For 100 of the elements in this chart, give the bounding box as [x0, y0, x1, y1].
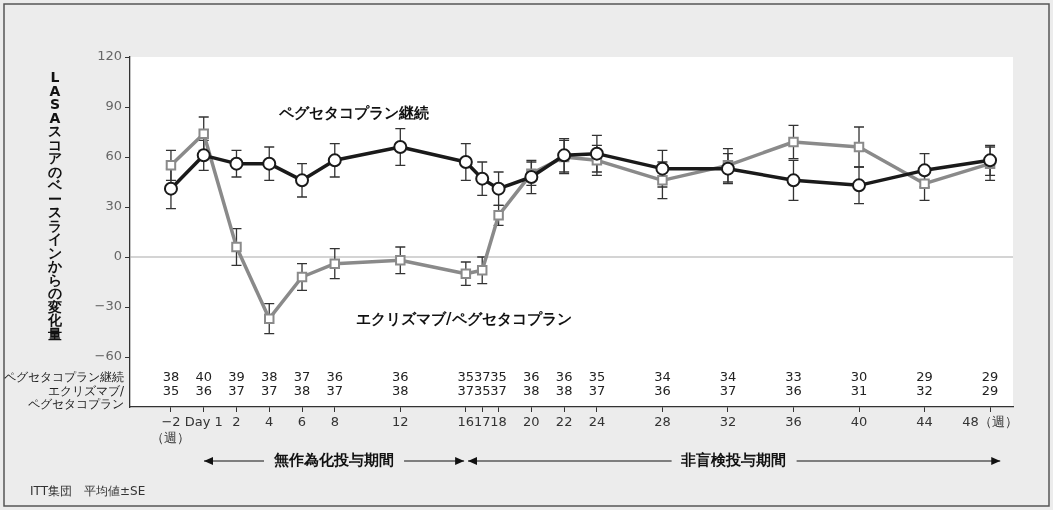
point — [458, 155, 473, 169]
x-tick-label: 20 — [523, 414, 540, 430]
point — [229, 156, 244, 171]
annotation: 37 — [588, 383, 606, 399]
point — [296, 271, 308, 283]
point — [460, 268, 472, 279]
point — [788, 136, 799, 148]
y-tick-label: 90 — [105, 98, 122, 114]
annotation: 31 — [850, 383, 868, 399]
x-tick-label: 36 — [785, 414, 802, 430]
x-tick-label: 6 — [297, 414, 307, 430]
x-tick-label: 28 — [654, 414, 671, 430]
annotation: 36 — [654, 383, 671, 399]
text: ペグセタコプラン継続 — [4, 370, 124, 385]
annotation: 38 — [293, 383, 311, 399]
point — [196, 148, 211, 163]
annotation: 37 — [260, 383, 278, 399]
annotation: 35 — [162, 383, 180, 399]
point — [983, 153, 998, 168]
point — [853, 141, 865, 153]
annotation: 36 — [785, 383, 802, 399]
x-tick-label: 16 — [457, 414, 475, 430]
point — [786, 173, 801, 188]
x-tick-label: 4 — [265, 414, 274, 430]
annotation: 34 — [719, 369, 737, 385]
point — [163, 181, 178, 196]
point — [657, 175, 668, 186]
x-tick-label: 17 — [473, 414, 491, 430]
annotation: 35 — [588, 369, 606, 385]
text: エクリズマブ/ ペグセタコプラン — [28, 384, 125, 412]
point — [393, 140, 408, 154]
y-tick-label: 0 — [113, 248, 122, 264]
annotation: 36 — [392, 369, 409, 385]
annotation: 37 — [490, 383, 507, 399]
point — [231, 241, 242, 253]
annotation: 35 — [473, 383, 491, 399]
point — [720, 161, 735, 176]
annotation: 37 — [228, 383, 245, 399]
text: LASAスコアのベースラインからの変化量 — [48, 69, 62, 342]
annotation: 32 — [916, 383, 933, 399]
annotation: 36 — [555, 369, 573, 385]
annotation: 30 — [850, 369, 868, 385]
annotation: 37 — [326, 383, 344, 399]
annotation: 29 — [981, 383, 999, 399]
text: 非盲検投与期間 — [680, 450, 787, 469]
x-tick-label: 18 — [490, 414, 507, 430]
x-tick-label: 22 — [555, 414, 573, 430]
point — [475, 171, 490, 186]
point — [589, 146, 604, 161]
point — [919, 178, 930, 189]
x-tick-label: 8 — [330, 414, 339, 430]
x-tick-label: 2 — [232, 414, 241, 430]
y-tick-label: −60 — [94, 348, 122, 364]
y-tick-label: 30 — [105, 198, 122, 214]
point — [917, 163, 932, 178]
annotation: 36 — [195, 383, 212, 399]
annotation: 39 — [228, 369, 245, 385]
y-tick-label: 120 — [97, 48, 122, 64]
annotation: 29 — [916, 369, 933, 385]
annotation: 35 — [490, 369, 507, 385]
point — [655, 161, 670, 176]
annotation: 34 — [654, 369, 671, 385]
point — [329, 258, 341, 269]
point — [476, 265, 488, 276]
x-tick-label: 44 — [916, 414, 933, 430]
point — [395, 255, 406, 266]
annotation: 37 — [719, 383, 737, 399]
x-tick-label: 32 — [719, 414, 737, 430]
annotation: 36 — [523, 369, 540, 385]
point — [295, 173, 310, 188]
text: ITT集団 平均値±SE — [30, 484, 146, 499]
annotation: 37 — [457, 383, 475, 399]
point — [493, 210, 504, 221]
annotation: 40 — [195, 369, 212, 385]
annotation: 36 — [326, 369, 344, 385]
annotation: 35 — [457, 369, 475, 385]
text: 無作為化投与期間 — [272, 450, 394, 469]
point — [524, 170, 539, 184]
annotation: 29 — [981, 369, 999, 385]
point — [264, 313, 275, 324]
annotation: 38 — [392, 383, 409, 399]
x-tick-label: 40 — [850, 414, 868, 430]
point — [491, 181, 506, 196]
y-tick-label: −30 — [94, 298, 122, 314]
y-tick-label: 60 — [105, 148, 122, 164]
x-tick-label: 24 — [588, 414, 606, 430]
text: エクリズマブ/ペグセタコプラン — [356, 310, 572, 329]
annotation: 38 — [260, 369, 278, 385]
annotation: 37 — [293, 369, 311, 385]
point — [327, 153, 342, 168]
annotation: 38 — [523, 383, 540, 399]
annotation: 38 — [555, 383, 573, 399]
text: ペグセタコプラン継続 — [278, 103, 430, 122]
point — [852, 178, 867, 193]
point — [198, 128, 209, 139]
x-tick-label: Day 1 — [184, 414, 223, 430]
annotation: 33 — [785, 369, 802, 385]
x-tick-label: 12 — [392, 414, 409, 430]
point — [262, 156, 277, 171]
x-tick-label: 48（週） — [962, 414, 1018, 430]
